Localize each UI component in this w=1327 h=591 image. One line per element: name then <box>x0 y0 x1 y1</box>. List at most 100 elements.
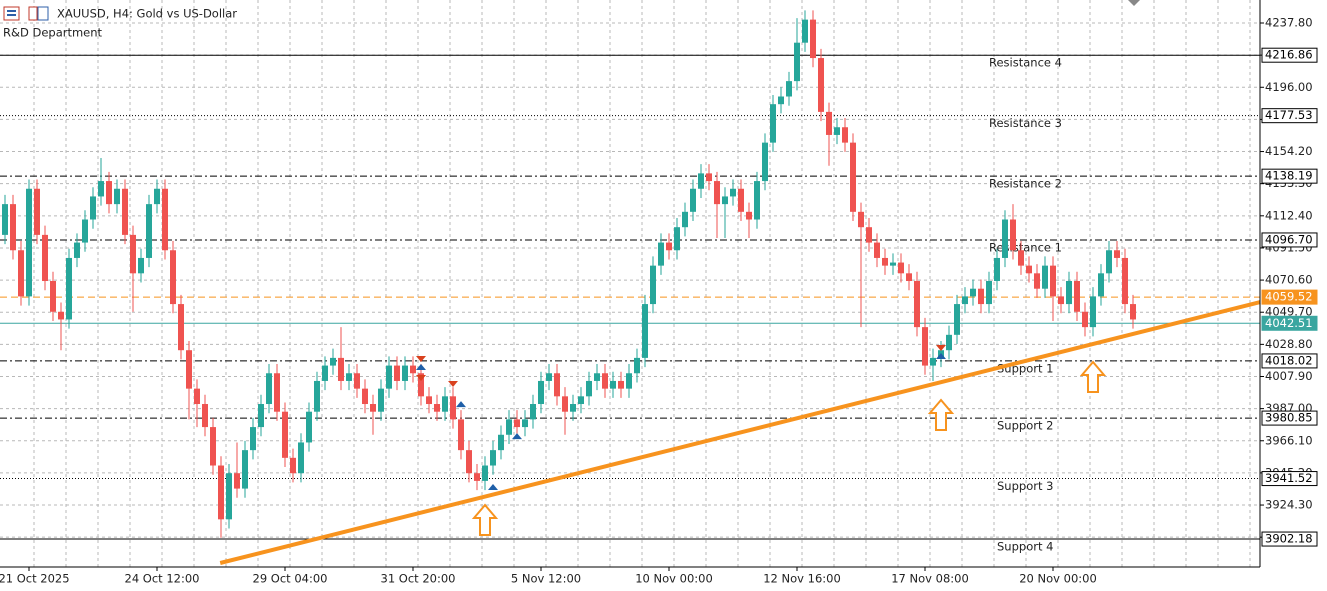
signal-arrow <box>1079 360 1107 394</box>
candle-body <box>490 450 496 466</box>
candle-body <box>946 334 952 351</box>
candle-body <box>594 373 600 381</box>
candle-body <box>682 211 688 228</box>
candle-body <box>1130 304 1136 320</box>
candle-body <box>250 427 256 451</box>
candle-body <box>178 304 184 351</box>
candle-body <box>290 457 296 474</box>
candle-body <box>514 419 520 428</box>
candle-body <box>858 211 864 228</box>
candle-body <box>330 357 336 366</box>
price-box <box>1261 232 1318 248</box>
price-box-label: 4059.52 <box>1265 290 1313 304</box>
candle-body <box>18 250 24 297</box>
candle-body <box>586 380 592 397</box>
candle-body <box>378 388 384 412</box>
candle-body <box>210 427 216 466</box>
price-box <box>1261 471 1318 487</box>
candle-body <box>882 257 888 266</box>
candle-body <box>218 465 224 520</box>
candle-body <box>10 204 16 251</box>
candle-body <box>42 234 48 282</box>
candle-body <box>346 373 352 381</box>
candle-body <box>1122 257 1128 305</box>
candle-body <box>770 104 776 143</box>
scroll-marker <box>1128 0 1140 6</box>
level-label: Resistance 2 <box>989 177 1062 191</box>
price-box <box>1261 531 1318 547</box>
candle-body <box>170 250 176 305</box>
axis: 4237.804216.904196.004175.104154.204133.… <box>0 16 1318 586</box>
x-tick-label: 5 Nov 12:00 <box>511 572 581 586</box>
candle-body <box>2 204 8 235</box>
candle-body <box>458 419 464 451</box>
candle-body <box>282 411 288 458</box>
trade-marker <box>488 483 498 490</box>
x-tick-label: 17 Nov 08:00 <box>891 572 969 586</box>
candle-body <box>890 262 896 266</box>
y-tick-label: 4070.60 <box>1265 273 1313 287</box>
candle-body <box>474 473 480 481</box>
icon <box>7 14 16 16</box>
candle-body <box>546 373 552 381</box>
candle-body <box>146 204 152 258</box>
candle-body <box>258 404 264 428</box>
level-label: Resistance 3 <box>989 116 1062 130</box>
candle-body <box>690 188 696 212</box>
icon <box>37 6 49 21</box>
candle-body <box>98 181 104 197</box>
price-box <box>1261 353 1318 369</box>
candle-body <box>778 96 784 105</box>
overlay <box>219 300 1261 565</box>
trade-marker <box>448 380 458 387</box>
candle-body <box>866 227 872 243</box>
candle-body <box>730 188 736 197</box>
candle-body <box>106 181 112 205</box>
candle-body <box>914 281 920 328</box>
candle-body <box>954 304 960 335</box>
candle-body <box>426 396 432 405</box>
candle-body <box>850 142 856 212</box>
candle-body <box>394 365 400 381</box>
candle-body <box>522 419 528 428</box>
level-label: Support 4 <box>997 540 1053 554</box>
candle-body <box>234 473 240 489</box>
candle-body <box>818 58 824 112</box>
candle-body <box>746 211 752 220</box>
candle-body <box>1034 273 1040 289</box>
trade-marker <box>512 433 522 440</box>
price-box-label: 4042.51 <box>1265 316 1313 330</box>
chart-subtitle: R&D Department <box>3 26 103 40</box>
level-label: Resistance 1 <box>989 240 1062 254</box>
price-box-label: 4096.70 <box>1265 232 1313 246</box>
candle-body <box>570 404 576 412</box>
candles <box>2 10 1136 538</box>
candle-body <box>898 262 904 274</box>
price-box <box>1261 410 1318 426</box>
trendline <box>219 300 1261 565</box>
y-tick-label: 4196.00 <box>1265 80 1313 94</box>
x-tick-label: 10 Nov 00:00 <box>635 572 713 586</box>
candle-body <box>738 188 744 212</box>
candle-body <box>90 196 96 220</box>
signal-arrow <box>471 503 499 537</box>
trade-marker <box>456 401 466 408</box>
y-tick-label: 4007.90 <box>1265 369 1313 383</box>
candle-body <box>722 196 728 205</box>
candle-body <box>66 257 72 320</box>
candle-body <box>674 227 680 251</box>
trade-marker <box>416 364 426 371</box>
price-box <box>1261 168 1318 184</box>
candle-body <box>994 257 1000 282</box>
candle-body <box>450 396 456 420</box>
candle-body <box>714 181 720 205</box>
candle-body <box>666 242 672 251</box>
price-box-label: 4138.19 <box>1265 169 1313 183</box>
price-box <box>1261 47 1318 63</box>
candle-body <box>698 173 704 189</box>
candle-body <box>122 188 128 235</box>
candle-body <box>1074 281 1080 312</box>
candle-body <box>498 434 504 451</box>
candle-body <box>58 311 64 320</box>
